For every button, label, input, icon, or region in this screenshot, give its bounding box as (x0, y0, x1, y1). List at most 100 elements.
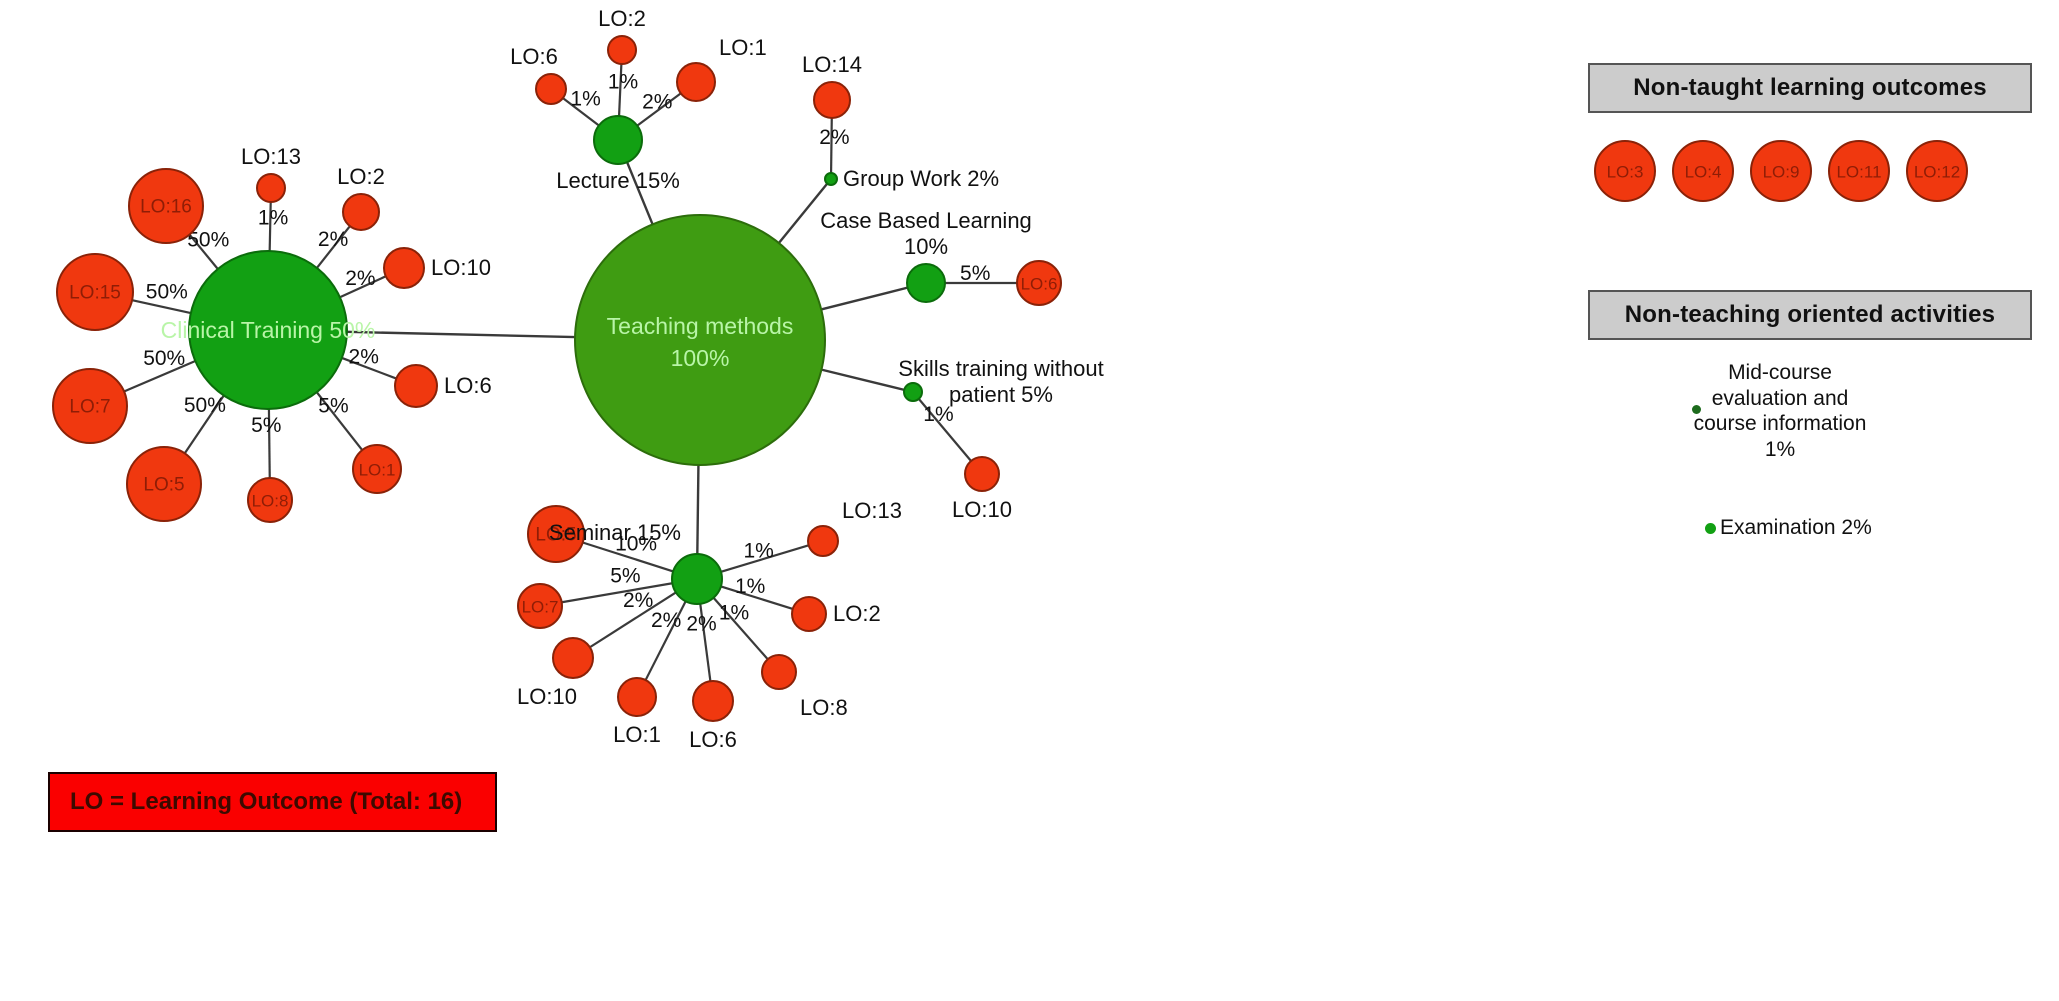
lo-legend-box: LO = Learning Outcome (Total: 16) (48, 772, 497, 832)
node-outcome-LO13-clinical[interactable] (256, 173, 286, 203)
edge-percent-label: 2% (318, 228, 348, 251)
node-skills-training-label-2: patient 5% (949, 382, 1053, 407)
edge-percent-label: 2% (345, 267, 375, 290)
edge-clinical-to-LO7-2 (123, 360, 196, 393)
node-lecture-label: Lecture 15% (556, 168, 680, 193)
node-outcome-LO10-skills-training[interactable] (964, 456, 1000, 492)
node-outcome-LO1-seminar[interactable] (617, 677, 657, 717)
node-outcome-LO8-clinical[interactable] (247, 477, 293, 523)
edge-percent-label: 50% (146, 281, 188, 304)
examination-activity-label: Examination 2% (1720, 516, 1872, 539)
edge-percent-label: 50% (143, 347, 185, 370)
edge-percent-label: 2% (819, 126, 849, 149)
edge-percent-label: 5% (251, 414, 281, 437)
node-case-based-label: Case Based Learning (820, 208, 1032, 233)
edge-seminar-to-LO8-21 (712, 597, 769, 660)
non-taught-circle-label: LO:12 (1914, 163, 1960, 182)
edge-percent-label: 1% (735, 575, 765, 598)
node-outcome-label: LO:15 (69, 283, 121, 304)
examination-marker-icon (1705, 522, 1716, 534)
node-outcome-LO15-clinical[interactable] (56, 253, 134, 331)
non-teaching-panel-header: Non-teaching oriented activities (1588, 290, 2032, 340)
node-outcome-label: LO:10 (431, 255, 491, 280)
node-outcome-LO5-clinical[interactable] (126, 446, 202, 522)
edge-clinical-to-LO1-8 (315, 391, 364, 451)
node-outcome-label: LO:7 (69, 397, 110, 418)
edge-percent-label: 5% (960, 262, 990, 285)
node-outcome-LO2-seminar[interactable] (791, 596, 827, 632)
non-taught-circle-LO11[interactable] (1828, 140, 1890, 202)
edge-percent-label: 2% (651, 609, 681, 632)
node-outcome-label: LO:2 (598, 6, 646, 31)
examination-activity-row: Examination 2% (1705, 516, 1872, 540)
node-skills-training[interactable] (903, 382, 923, 402)
non-taught-circle-LO3[interactable] (1594, 140, 1656, 202)
node-seminar-label: Seminar 15% (549, 520, 681, 545)
edge-percent-label: 1% (719, 602, 749, 625)
non-taught-outcome-circles: LO:3 LO:4 LO:9 LO:11 LO:12 (1594, 140, 1968, 202)
node-layer: Teaching methods 100% Clinical Training 50… (52, 35, 1062, 722)
edge-seminar-to-LO10-18 (589, 591, 677, 649)
edge-clinical-to-LO10-6 (339, 275, 387, 299)
node-outcome-label: LO:8 (800, 695, 848, 720)
node-outcome-LO7-seminar[interactable] (517, 583, 563, 629)
edge-center-to-seminar (696, 464, 700, 555)
edge-percent-label: 10% (615, 532, 657, 555)
node-outcome-label: LO:13 (842, 498, 902, 523)
node-outcome-LO6-case-based[interactable] (1016, 260, 1062, 306)
edge-group-work-to-LO14-13 (829, 117, 833, 174)
edge-center-to-lecture (625, 161, 654, 225)
edge-clinical-to-LO15-1 (131, 299, 192, 315)
node-outcome-LO10-seminar[interactable] (552, 637, 594, 679)
non-taught-panel-header: Non-taught learning outcomes (1588, 63, 2032, 113)
node-outcome-LO13-seminar[interactable] (807, 525, 839, 557)
non-taught-circle-LO9[interactable] (1750, 140, 1812, 202)
node-outcome-LO1-lecture[interactable] (676, 62, 716, 102)
node-outcome-LO1-clinical[interactable] (352, 444, 402, 494)
mid-course-line-4: 1% (1764, 437, 1796, 461)
mid-course-marker-icon (1692, 405, 1701, 414)
node-outcome-LO14-group-work[interactable] (813, 81, 851, 119)
node-outcome-LO6-lecture[interactable] (535, 73, 567, 105)
edge-percent-label: 1% (258, 206, 288, 229)
edge-seminar-to-LO1-19 (644, 600, 687, 681)
node-outcome-LO16-clinical[interactable] (128, 168, 204, 244)
node-outcome-LO8-seminar[interactable] (761, 654, 797, 690)
edge-percent-label: 1% (608, 70, 638, 93)
edge-seminar-to-LO5-16 (582, 541, 674, 573)
node-outcome-label: LO:8 (252, 492, 289, 511)
node-case-based[interactable] (906, 263, 946, 303)
percent-label-layer: 50%50%50%50%1%2%2%2%5%5%1%1%2%2%5%1%10%5… (143, 70, 990, 635)
node-outcome-label: LO:16 (140, 197, 192, 218)
edge-percent-label: 5% (318, 394, 348, 417)
node-case-based-label-2: 10% (904, 234, 948, 259)
node-outcome-label: LO:2 (833, 601, 881, 626)
node-outcome-label: LO:2 (337, 164, 385, 189)
node-outcome-label: LO:1 (359, 461, 396, 480)
node-outcome-LO2-lecture[interactable] (607, 35, 637, 65)
mid-course-line-3: course information (1693, 412, 1867, 436)
edge-seminar-to-LO2-22 (720, 585, 794, 610)
node-teaching-methods-label: Teaching methods (607, 313, 794, 339)
non-taught-circle-LO12[interactable] (1906, 140, 1968, 202)
node-outcome-label: LO:7 (522, 598, 559, 617)
edge-percent-label: 1% (570, 88, 600, 111)
node-group-work-label: Group Work 2% (843, 166, 999, 191)
node-seminar[interactable] (671, 553, 723, 605)
node-outcome-LO10-clinical[interactable] (383, 247, 425, 289)
edge-clinical-to-LO5-3 (183, 394, 225, 454)
node-outcome-LO5-seminar[interactable] (527, 505, 585, 563)
node-outcome-LO7-clinical[interactable] (52, 368, 128, 444)
node-outcome-LO6-clinical[interactable] (394, 364, 438, 408)
node-outcome-LO2-clinical[interactable] (342, 193, 380, 231)
non-taught-panel-title: Non-taught learning outcomes (1633, 74, 1987, 101)
non-taught-circle-label: LO:9 (1763, 163, 1800, 182)
node-group-work[interactable] (824, 172, 838, 186)
node-clinical[interactable] (188, 250, 348, 410)
node-outcome-LO6-seminar[interactable] (692, 680, 734, 722)
node-clinical-label: Clinical Training 50% (161, 317, 376, 343)
non-taught-circle-LO4[interactable] (1672, 140, 1734, 202)
node-teaching-methods[interactable] (574, 214, 826, 466)
node-outcome-label: LO:6 (1021, 275, 1058, 294)
node-lecture[interactable] (593, 115, 643, 165)
